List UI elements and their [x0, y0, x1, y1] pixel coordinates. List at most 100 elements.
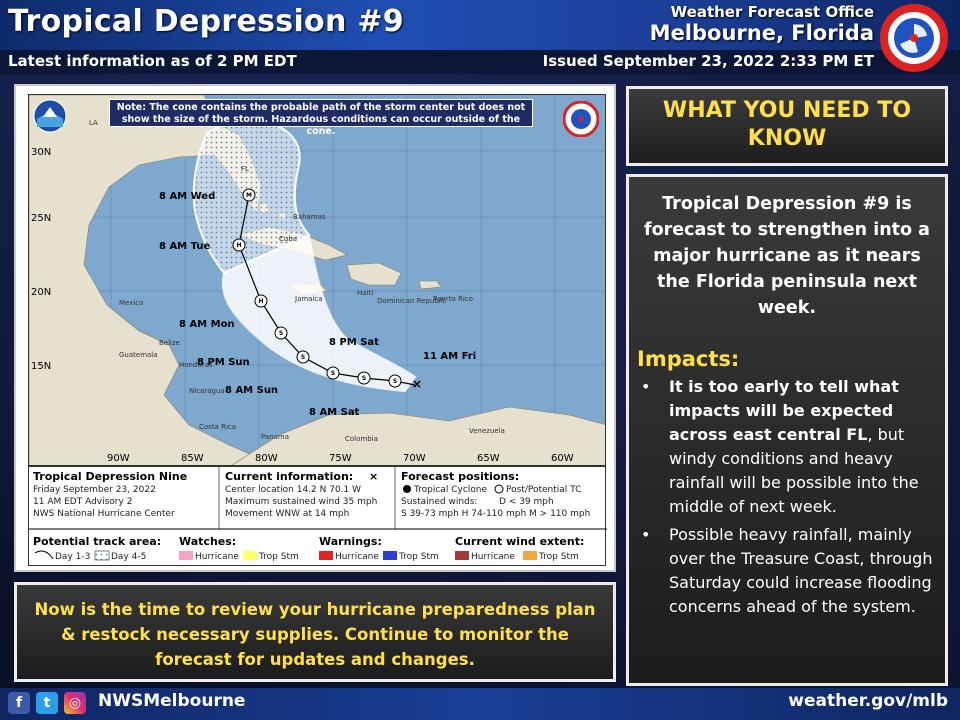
info-panel: Tropical Depression #9 is forecast to st… — [626, 174, 948, 686]
nhc-graphic-panel: M H H S S S S S × 8 AM Wed 8 AM Tue — [14, 84, 616, 572]
legend-wind-extent: Current wind extent: — [455, 535, 584, 548]
legend-max-wind: Maximum sustained wind 35 mph — [225, 497, 377, 507]
lat-15n: 15N — [31, 361, 51, 372]
place-la: LA — [89, 119, 98, 127]
legend-storm-name: Tropical Depression Nine — [33, 470, 187, 483]
legend-center-location: Center location 14.2 N 70.1 W — [225, 485, 361, 495]
label-sat-pm: 8 PM Sat — [329, 337, 379, 348]
legend-forecast-title: Forecast positions: — [401, 470, 519, 483]
social-handle[interactable]: NWSMelbourne — [98, 691, 246, 711]
place-bahamas: Bahamas — [293, 213, 326, 221]
subheader-bar — [0, 50, 960, 74]
what-you-need-to-know-title: WHAT YOU NEED TO KNOW — [626, 86, 948, 166]
legend-current-x: × — [369, 470, 378, 483]
lon-75w: 75W — [329, 453, 352, 464]
lat-30n: 30N — [31, 147, 51, 158]
legend-svg: Tropical Depression Nine Current informa… — [29, 467, 607, 562]
legend-warnings: Warnings: — [319, 535, 382, 548]
label-fri: 11 AM Fri — [423, 351, 476, 362]
lat-25n: 25N — [31, 213, 51, 224]
summary-text: Tropical Depression #9 is forecast to st… — [644, 194, 930, 318]
label-mon: 8 AM Mon — [179, 319, 235, 330]
forecast-map: M H H S S S S S × 8 AM Wed 8 AM Tue — [28, 94, 606, 466]
legend-center: NWS National Hurricane Center — [33, 509, 175, 519]
legend-warn-tropstm: Trop Stm — [398, 552, 439, 562]
lon-85w: 85W — [181, 453, 204, 464]
legend-d-less: D < 39 mph — [499, 497, 554, 507]
marker-h-tue: H — [236, 242, 241, 249]
marker-s4: S — [362, 375, 366, 382]
noaa-logo — [33, 99, 67, 133]
impact1-rest: , but windy conditions and heavy rainfal… — [669, 425, 919, 516]
place-haiti: Haiti — [357, 289, 373, 297]
map-legend: Tropical Depression Nine Current informa… — [28, 466, 607, 566]
website-link[interactable]: weather.gov/mlb — [788, 691, 948, 711]
impact-item: • It is too early to tell what impacts w… — [635, 375, 939, 519]
legend-winds-scale: S 39-73 mph H 74-110 mph M > 110 mph — [401, 509, 590, 519]
office-line1: Weather Forecast Office — [670, 3, 874, 21]
place-fl: FL — [241, 165, 249, 173]
marker-s5: S — [393, 378, 397, 385]
label-wed: 8 AM Wed — [159, 191, 215, 202]
nws-map-logo — [563, 101, 599, 137]
legend-wind-tropstm: Trop Stm — [538, 552, 579, 562]
place-mexico: Mexico — [119, 299, 143, 307]
office-block: Weather Forecast Office Melbourne, Flori… — [649, 3, 874, 46]
instagram-icon[interactable]: ◎ — [64, 692, 86, 714]
legend-warn-hurricane: Hurricane — [335, 552, 379, 562]
legend-tc: Tropical Cyclone — [413, 485, 487, 495]
office-line2: Melbourne, Florida — [649, 21, 874, 45]
legend-movement: Movement WNW at 14 mph — [225, 509, 349, 519]
legend-current-title: Current information: — [225, 470, 353, 483]
label-sun-pm: 8 PM Sun — [197, 357, 250, 368]
marker-s3: S — [331, 370, 335, 377]
facebook-icon[interactable]: f — [8, 692, 30, 714]
latest-info: Latest information as of 2 PM EDT — [8, 52, 297, 70]
legend-watch-tropstm: Trop Stm — [258, 552, 299, 562]
legend-day13: Day 1-3 — [55, 552, 90, 562]
issued-time: Issued September 23, 2022 2:33 PM ET — [542, 52, 874, 70]
nws-logo — [880, 4, 948, 72]
cone-note: Note: The cone contains the probable pat… — [109, 99, 533, 137]
lon-80w: 80W — [255, 453, 278, 464]
lon-70w: 70W — [403, 453, 426, 464]
place-venezuela: Venezuela — [469, 427, 505, 435]
page-title: Tropical Depression #9 — [8, 4, 404, 39]
place-nicaragua: Nicaragua — [189, 387, 225, 395]
place-puerto-rico: Puerto Rico — [433, 295, 473, 303]
legend-post-tc: Post/Potential TC — [506, 485, 581, 495]
legend-watches: Watches: — [179, 535, 236, 548]
legend-track-area: Potential track area: — [33, 535, 161, 548]
impact1-bold: It is too early to tell what impacts wil… — [669, 377, 899, 444]
impacts-heading: Impacts: — [637, 347, 740, 371]
lon-65w: 65W — [477, 453, 500, 464]
bullet-dot: • — [641, 525, 651, 544]
twitter-icon[interactable]: t — [36, 692, 58, 714]
place-guatemala: Guatemala — [119, 351, 158, 359]
preparedness-callout: Now is the time to review your hurricane… — [14, 582, 616, 682]
place-colombia: Colombia — [345, 435, 378, 443]
header-bar — [0, 0, 960, 50]
place-costa-rica: Costa Rica — [199, 423, 236, 431]
marker-h-mon: H — [258, 298, 263, 305]
legend-advisory: 11 AM EDT Advisory 2 — [33, 497, 132, 507]
legend-date: Friday September 23, 2022 — [33, 485, 156, 495]
map-svg: M H H S S S S S × 8 AM Wed 8 AM Tue — [29, 95, 605, 465]
footer-bar — [0, 688, 960, 720]
impact2-text: Possible heavy rainfall, mainly over the… — [669, 525, 933, 616]
place-honduras: Honduras — [179, 361, 213, 369]
label-sun-am: 8 AM Sun — [225, 385, 278, 396]
lon-90w: 90W — [107, 453, 130, 464]
legend-wind-hurricane: Hurricane — [471, 552, 515, 562]
place-jamaica: Jamaica — [294, 295, 323, 303]
bullet-dot: • — [641, 377, 651, 396]
place-belize: Belize — [159, 339, 180, 347]
place-dominican: Dominican Republic — [377, 297, 447, 305]
impacts-list: • It is too early to tell what impacts w… — [635, 375, 939, 623]
place-panama: Panama — [261, 433, 289, 441]
legend-sustained: Sustained winds: — [401, 497, 477, 507]
place-cuba: Cuba — [279, 235, 297, 243]
current-position-x-icon: × — [412, 377, 422, 391]
lat-20n: 20N — [31, 287, 51, 298]
marker-s2: S — [301, 354, 305, 361]
